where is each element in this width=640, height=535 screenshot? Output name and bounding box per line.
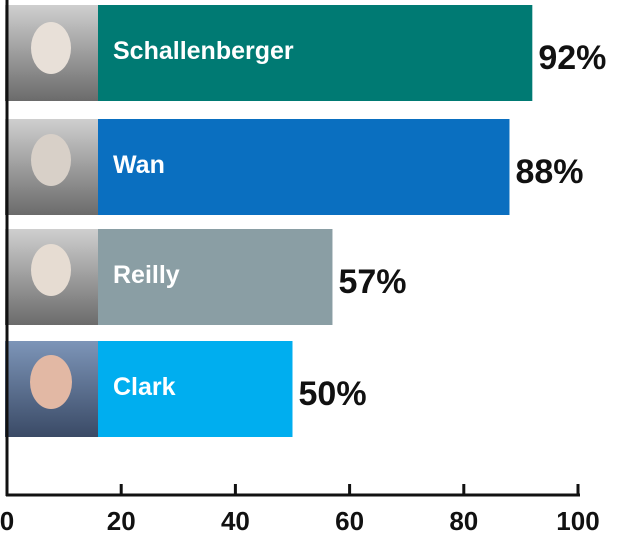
x-tick-label: 60 [335, 506, 364, 535]
x-tick-label: 40 [221, 506, 250, 535]
photo-face [31, 134, 71, 186]
x-tick-label: 80 [449, 506, 478, 535]
x-tick-label: 100 [556, 506, 599, 535]
value-label: 92% [538, 39, 606, 77]
photo-face [31, 244, 71, 296]
bar-name: Wan [113, 151, 165, 179]
photo-face [31, 22, 71, 74]
photos [5, 5, 98, 437]
photo-face [30, 355, 72, 409]
bar-name: Reilly [113, 261, 180, 289]
value-label: 57% [338, 263, 406, 301]
x-tick-label: 0 [0, 506, 14, 535]
value-label: 50% [299, 375, 367, 413]
bar-name: Clark [113, 373, 176, 401]
bar-name: Schallenberger [113, 37, 294, 65]
value-label: 88% [515, 153, 583, 191]
x-tick-label: 20 [107, 506, 136, 535]
labels: Schallenberger 92% Wan 88% Reilly 57% Clark 50% [113, 37, 606, 413]
